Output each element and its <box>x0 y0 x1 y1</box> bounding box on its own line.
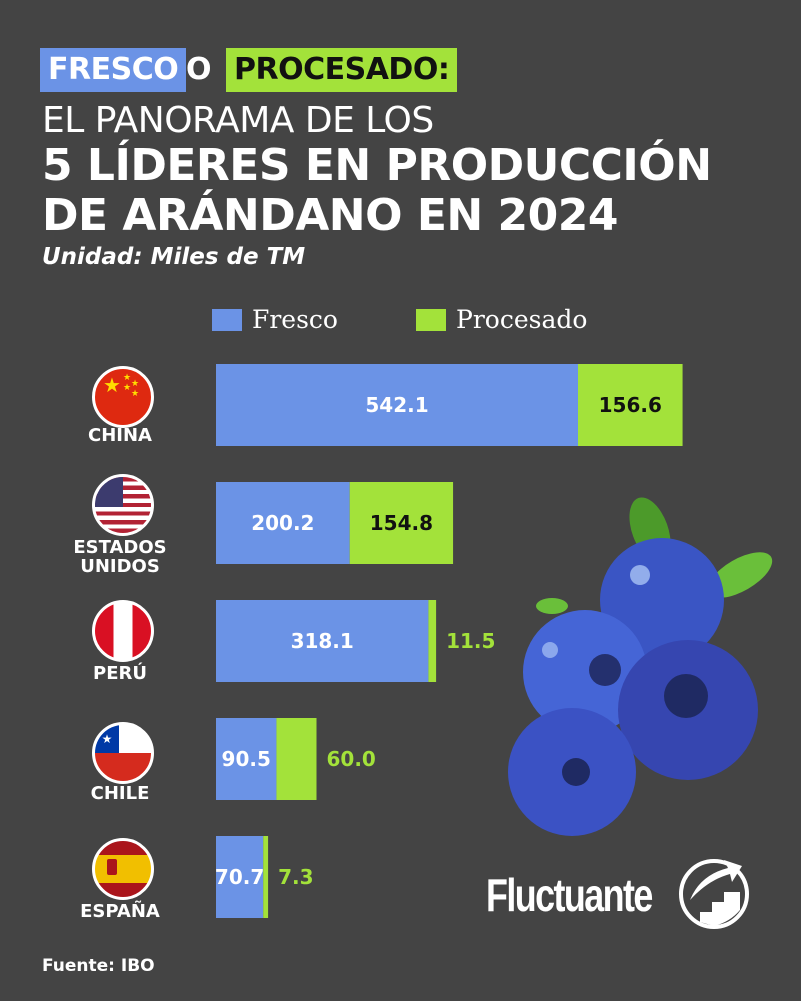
bar-fresco-chile <box>216 718 277 800</box>
bar-fresco-china <box>216 364 578 446</box>
bar-procesado-china <box>578 364 683 446</box>
value-label-fresco-españa: 70.7 <box>215 865 264 889</box>
title-tag-procesado: PROCESADO: <box>226 48 458 92</box>
country-label-espana: ESPAÑA <box>80 901 160 922</box>
legend-label-procesado: Procesado <box>456 305 588 334</box>
value-label-fresco-china: 542.1 <box>365 393 428 417</box>
legend-swatch-procesado <box>416 308 446 331</box>
title-connector: O <box>186 52 212 87</box>
country-label-estados-unidos: ESTADOS UNIDOS <box>73 537 167 577</box>
country-label-china: CHINA <box>88 425 152 446</box>
value-label-procesado-chile: 60.0 <box>326 747 375 771</box>
country-label-peru: PERÚ <box>93 663 147 684</box>
bar-fresco-estados-unidos <box>216 482 350 564</box>
value-label-fresco-estados-unidos: 200.2 <box>251 511 314 535</box>
flag-usa-icon <box>92 474 154 536</box>
value-label-procesado-china: 156.6 <box>599 393 662 417</box>
legend-swatch-fresco <box>212 308 242 331</box>
title-line-3: DE ARÁNDANO EN 2024 <box>42 190 619 241</box>
bar-fresco-españa <box>216 836 264 918</box>
value-label-fresco-chile: 90.5 <box>222 747 271 771</box>
value-label-procesado-españa: 7.3 <box>278 865 313 889</box>
bar-procesado-chile <box>276 718 317 800</box>
flag-china-icon: ★ ★ ★ ★ ★ <box>92 366 154 428</box>
title-tag-fresco: FRESCO <box>40 48 187 92</box>
source-note: Fuente: IBO <box>42 956 155 976</box>
bar-procesado-españa <box>263 836 269 918</box>
brand-name: Fluctuante <box>486 869 653 921</box>
flag-chile-icon: ★ <box>92 722 154 784</box>
flag-spain-icon <box>92 838 154 900</box>
value-label-fresco-perú: 318.1 <box>291 629 354 653</box>
unit-label: Unidad: Miles de TM <box>42 244 306 270</box>
legend-fresco: Fresco <box>212 305 338 334</box>
country-label-chile: CHILE <box>90 783 150 804</box>
flag-peru-icon <box>92 600 154 662</box>
bar-fresco-perú <box>216 600 429 682</box>
blueberries-illustration <box>508 497 773 836</box>
bar-procesado-estados-unidos <box>349 482 454 564</box>
bar-procesado-perú <box>428 600 437 682</box>
legend-procesado: Procesado <box>416 305 587 334</box>
title-line-1: EL PANORAMA DE LOS <box>42 100 434 141</box>
title-line-2: 5 LÍDERES EN PRODUCCIÓN <box>42 140 712 191</box>
value-label-procesado-perú: 11.5 <box>446 629 495 653</box>
value-label-procesado-estados-unidos: 154.8 <box>370 511 433 535</box>
brand-logo-icon <box>679 859 749 929</box>
legend-label-fresco: Fresco <box>252 305 338 334</box>
